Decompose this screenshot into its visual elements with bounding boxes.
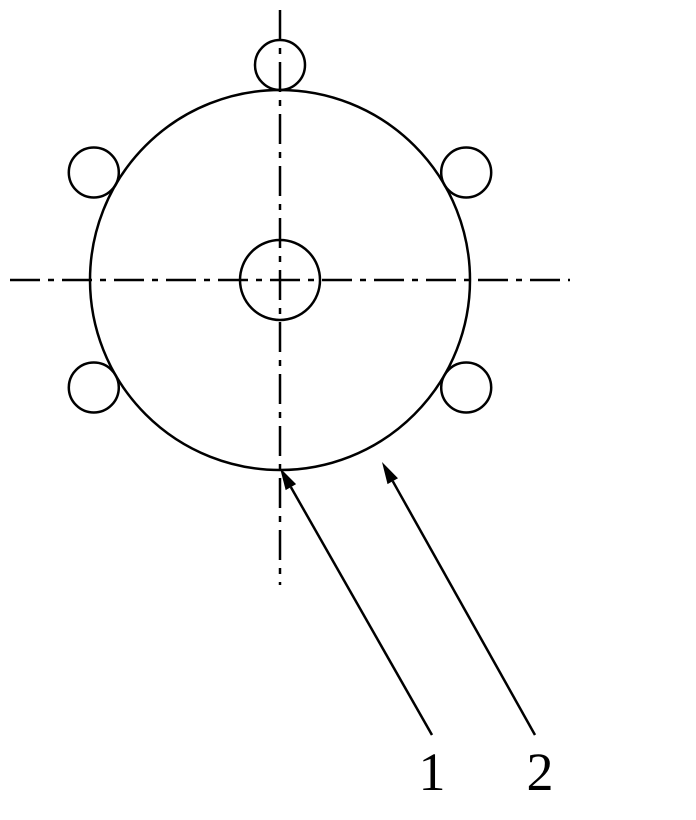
lobe-circle-4 (69, 148, 119, 198)
label-1: 1 (419, 742, 446, 802)
label-2: 2 (527, 742, 554, 802)
leader-line-1 (291, 487, 432, 735)
leader-arrowhead (280, 468, 296, 490)
lobe-circle-1 (441, 148, 491, 198)
lobe-circle-2 (441, 363, 491, 413)
leader-arrowhead (382, 462, 398, 484)
lobe-circle-3 (69, 363, 119, 413)
mechanical-diagram: 12 (0, 0, 696, 820)
leader-line-2 (393, 481, 535, 735)
